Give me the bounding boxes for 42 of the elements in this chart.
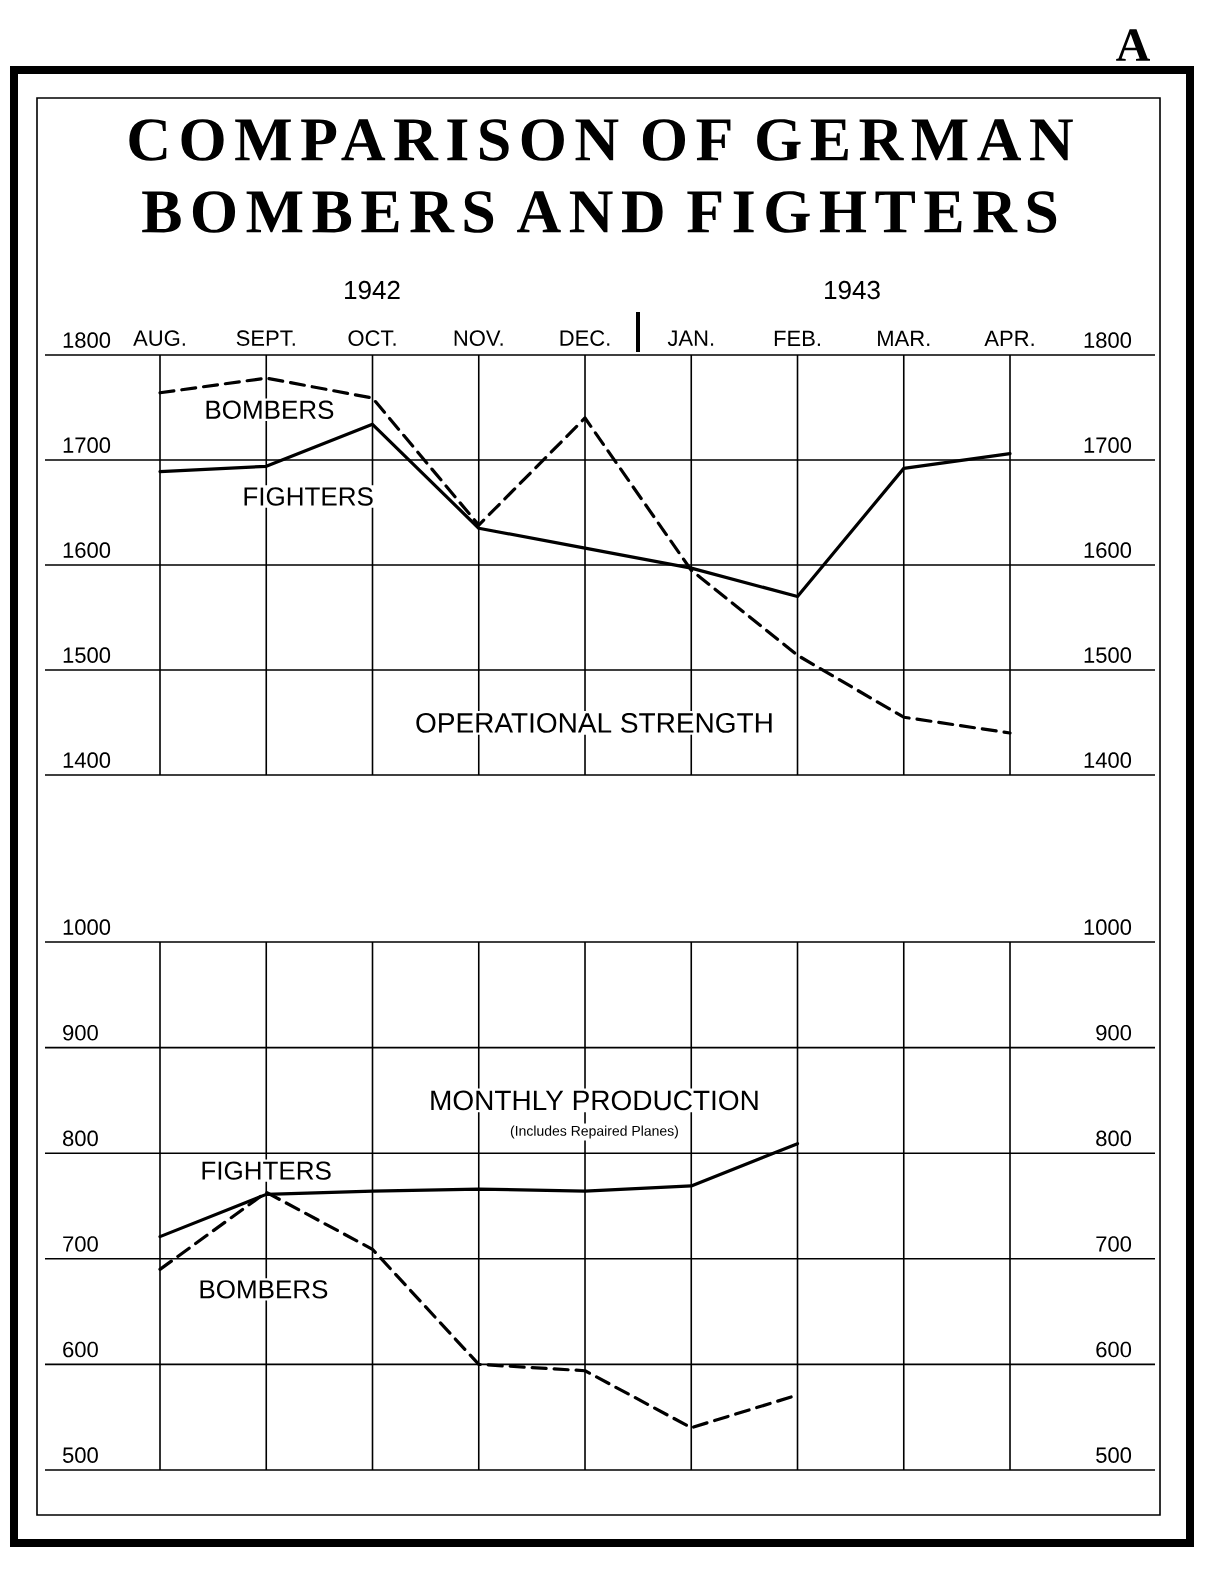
y2-tick-label: 1600 [1084,542,1132,558]
x-tick-label: SEPT. [236,330,295,346]
x-tick-label: MAR. [878,330,930,346]
series-label: BOMBERS [206,400,334,419]
text: OPERATIONAL STRENGTH [416,712,772,733]
y-tick-label: 500 [62,1447,98,1463]
x-tick-label: OCT. [348,330,396,346]
text: 1942 [345,280,400,300]
text: A [1116,29,1150,61]
y-tick-label: 1000 [63,919,111,935]
y-tick-label: 600 [63,1341,98,1358]
x-tick-label: NOV. [454,330,503,346]
y2-tick-label: 1000 [1084,919,1132,935]
chart-title: COMPARISON OF GERMAN BOMBERS AND FIGHTERS [129,119,1073,233]
x-tick-label: APR. [984,330,1034,346]
y2-tick-label: 1800 [1084,332,1132,348]
y-tick-label: 700 [63,1236,98,1252]
y-tick-label: 1600 [63,542,111,558]
y-tick-label: 1400 [63,752,111,768]
x-tick-label: AUG. [133,330,185,346]
text: 1943 [825,280,880,300]
series-label: FIGHTERS [202,1161,331,1180]
series-label: BOMBERS [200,1280,328,1299]
y2-tick-label: 1500 [1084,647,1132,663]
y-tick-label: 1800 [63,332,111,348]
x-tick-label: DEC. [560,330,610,346]
x-tick-label: FEB. [774,330,820,346]
text: (Includes Repaired Planes) [510,1125,678,1139]
y2-tick-label: 1700 [1084,437,1132,453]
series-label: FIGHTERS [244,487,373,506]
x-tick-label: JAN. [667,330,714,346]
y2-tick-label: 500 [1096,1447,1132,1463]
y2-tick-label: 1400 [1084,752,1132,768]
y-tick-label: 900 [63,1024,98,1041]
y-tick-label: 1500 [63,647,111,663]
text: MONTHLY PRODUCTION [431,1090,758,1111]
y-tick-label: 1700 [63,437,111,453]
y2-tick-label: 700 [1096,1236,1132,1252]
y-tick-label: 800 [63,1130,98,1147]
y2-tick-label: 900 [1096,1024,1132,1041]
y2-tick-label: 600 [1096,1341,1132,1358]
y2-tick-label: 800 [1096,1130,1132,1147]
